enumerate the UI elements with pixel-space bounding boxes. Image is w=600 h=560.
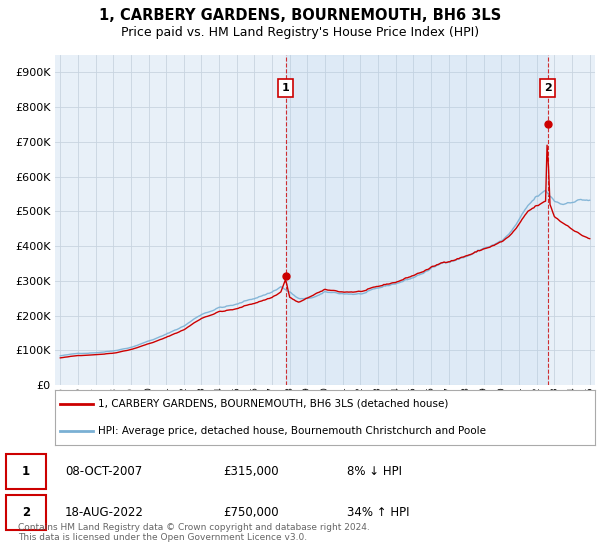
Bar xyxy=(286,55,548,385)
Text: 18-AUG-2022: 18-AUG-2022 xyxy=(65,506,143,519)
Text: HPI: Average price, detached house, Bournemouth Christchurch and Poole: HPI: Average price, detached house, Bour… xyxy=(98,426,486,436)
FancyBboxPatch shape xyxy=(6,495,46,530)
Text: 1: 1 xyxy=(282,83,290,93)
Text: £315,000: £315,000 xyxy=(224,465,279,478)
Text: 1, CARBERY GARDENS, BOURNEMOUTH, BH6 3LS (detached house): 1, CARBERY GARDENS, BOURNEMOUTH, BH6 3LS… xyxy=(98,399,449,409)
Text: 2: 2 xyxy=(22,506,30,519)
Text: Contains HM Land Registry data © Crown copyright and database right 2024.
This d: Contains HM Land Registry data © Crown c… xyxy=(18,522,370,542)
Text: 34% ↑ HPI: 34% ↑ HPI xyxy=(347,506,410,519)
Text: 8% ↓ HPI: 8% ↓ HPI xyxy=(347,465,402,478)
Text: Price paid vs. HM Land Registry's House Price Index (HPI): Price paid vs. HM Land Registry's House … xyxy=(121,26,479,39)
Text: 2: 2 xyxy=(544,83,551,93)
Text: 1, CARBERY GARDENS, BOURNEMOUTH, BH6 3LS: 1, CARBERY GARDENS, BOURNEMOUTH, BH6 3LS xyxy=(99,8,501,23)
FancyBboxPatch shape xyxy=(6,454,46,489)
Text: £750,000: £750,000 xyxy=(224,506,279,519)
Text: 08-OCT-2007: 08-OCT-2007 xyxy=(65,465,142,478)
Text: 1: 1 xyxy=(22,465,30,478)
